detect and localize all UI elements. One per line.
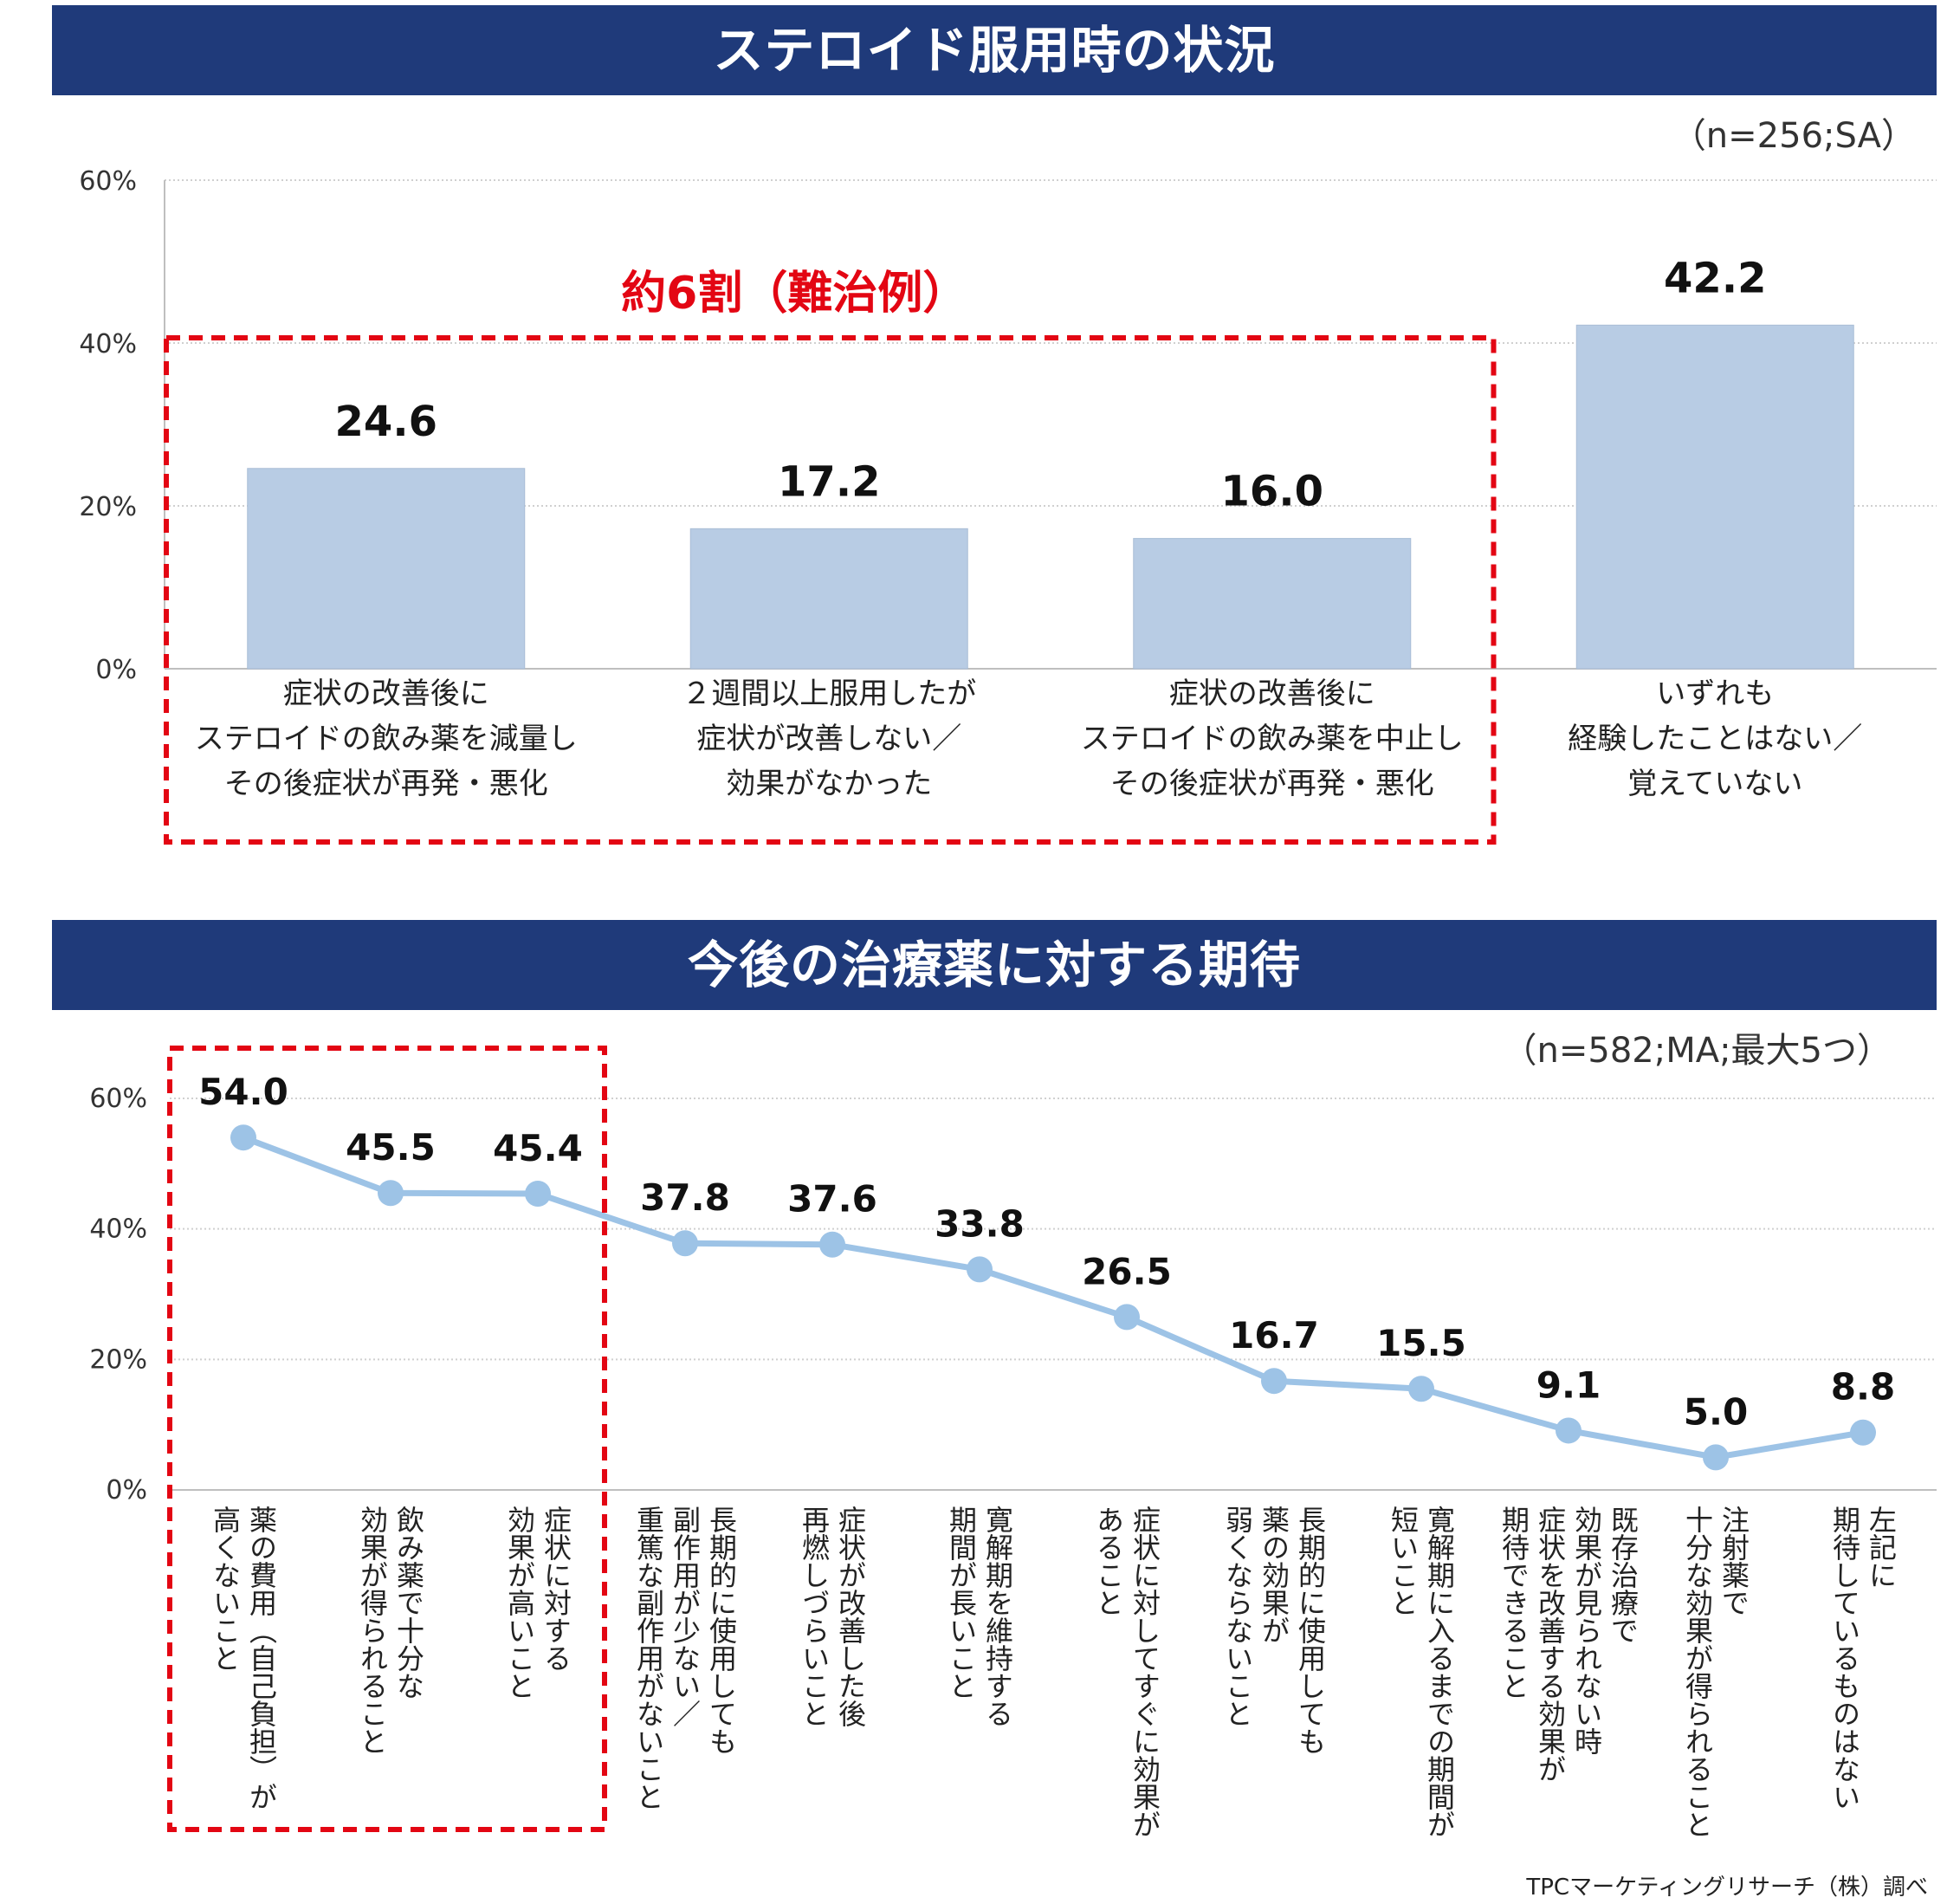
data-label: 9.1 [1536, 1363, 1601, 1406]
data-label: 45.5 [346, 1126, 436, 1169]
bar [247, 468, 526, 670]
y-tick-label: 0% [106, 1475, 147, 1506]
category-label-line: 覚えていない [1627, 767, 1802, 801]
data-point [230, 1124, 256, 1151]
category-label-line: 左記に [1865, 1506, 1898, 1589]
category-label-line: 注射薬で [1717, 1506, 1750, 1616]
category-label-line: 長期的に使用しても [1294, 1506, 1327, 1755]
data-label: 16.7 [1229, 1314, 1319, 1357]
category-label-line: 短いこと [1387, 1506, 1420, 1616]
chart2-sample-note: （n=582;MA;最大5つ） [1502, 1031, 1892, 1071]
category-label-line: ステロイドの飲み薬を中止し [1081, 722, 1464, 756]
category-label-line: 再燃しづらいこと [798, 1506, 831, 1727]
category-label-line: 症状の改善後に [283, 677, 489, 711]
data-point [525, 1180, 551, 1207]
category-label-line: 効果が得られること [356, 1506, 389, 1755]
category-label-line: 飲み薬で十分な [392, 1506, 425, 1700]
data-point [1408, 1376, 1434, 1402]
y-tick-label: 40% [79, 329, 137, 359]
category-label-line: 効果がなかった [726, 767, 932, 801]
category-label-line: 症状の改善後に [1169, 677, 1375, 711]
category-label-line: その後症状が再発・悪化 [224, 767, 548, 801]
y-tick-label: 20% [79, 492, 137, 522]
data-label: 16.0 [1221, 468, 1323, 516]
category-label-line: 期間が長いこと [945, 1506, 978, 1700]
data-label: 15.5 [1376, 1322, 1466, 1364]
category-label-line: 症状を改善する効果が [1534, 1506, 1567, 1783]
category-label-line: 効果が見られない時 [1570, 1506, 1603, 1755]
category-label-line: 十分な効果が得られること [1681, 1506, 1714, 1838]
category-label-line: 重篤な副作用がないこと [632, 1506, 665, 1810]
data-label: 24.6 [335, 398, 437, 446]
source-credit: TPCマーケティングリサーチ（株）調べ [1526, 1875, 1928, 1901]
data-label: 33.8 [935, 1202, 1025, 1245]
category-label-line: 期待しているものはない [1828, 1506, 1861, 1810]
category-label-line: あること [1092, 1506, 1125, 1616]
data-point [1850, 1419, 1876, 1446]
bar [689, 528, 968, 670]
category-label-line: 経験したことはない／ [1568, 722, 1862, 756]
category-label-line: ステロイドの飲み薬を減量し [195, 722, 578, 756]
data-label: 54.0 [198, 1071, 288, 1113]
category-label-line: 効果が高いこと [503, 1506, 536, 1700]
y-tick-label: 60% [79, 166, 137, 197]
y-tick-label: 20% [89, 1344, 147, 1375]
y-tick-label: 40% [89, 1214, 147, 1245]
data-label: 5.0 [1684, 1390, 1748, 1433]
data-point [819, 1231, 845, 1258]
data-point [672, 1230, 698, 1257]
category-label-line: いずれも [1656, 677, 1774, 711]
data-point [1556, 1417, 1582, 1444]
chart2-title: 今後の治療薬に対する期待 [687, 936, 1301, 994]
data-label: 37.6 [787, 1178, 877, 1221]
category-label-line: 既存治療で [1607, 1506, 1640, 1644]
category-label-line: 長期的に使用しても [705, 1506, 738, 1755]
data-point [967, 1256, 993, 1283]
data-point [1114, 1304, 1140, 1331]
data-point [1703, 1444, 1729, 1471]
data-point [1261, 1368, 1287, 1395]
category-label-line: 寛解期を維持する [981, 1506, 1014, 1727]
category-label-line: 症状に対してすぐに効果が [1129, 1506, 1161, 1838]
category-label-line: 弱くならないこと [1221, 1506, 1254, 1727]
data-point [378, 1180, 404, 1207]
bar [1575, 324, 1854, 670]
data-label: 42.2 [1664, 254, 1766, 302]
bar-chart: 0%20%40%60%24.6症状の改善後にステロイドの飲み薬を減量しその後症状… [79, 166, 1937, 845]
data-label: 8.8 [1831, 1366, 1895, 1409]
data-label: 45.4 [493, 1127, 583, 1169]
category-label-line: ２週間以上服用したが [682, 677, 976, 711]
series-line [242, 1134, 1864, 1460]
data-label: 37.8 [640, 1176, 730, 1219]
category-label-line: その後症状が再発・悪化 [1110, 767, 1434, 801]
category-label-line: 薬の効果が [1258, 1506, 1290, 1644]
chart1-title: ステロイド服用時の状況 [713, 21, 1276, 80]
chart2-title-banner: 今後の治療薬に対する期待 [52, 920, 1937, 1010]
chart1-sample-note: （n=256;SA） [1671, 116, 1916, 156]
data-label: 17.2 [778, 457, 880, 506]
category-label-line: 症状が改善した後 [834, 1506, 867, 1727]
chart1-title-banner: ステロイド服用時の状況 [52, 5, 1937, 95]
bar [1133, 538, 1412, 670]
category-label-line: 症状が改善しない／ [696, 722, 961, 756]
category-label-line: 症状に対する [540, 1506, 572, 1672]
category-label-line: 薬の費用（自己負担）が [245, 1506, 278, 1810]
highlight-box [164, 335, 1497, 845]
category-label-line: 高くないこと [209, 1506, 242, 1672]
y-tick-label: 0% [95, 655, 137, 685]
category-label-line: 寛解期に入るまでの期間が [1423, 1506, 1456, 1838]
callout-label: 約6割（難治例） [621, 268, 967, 320]
data-label: 26.5 [1082, 1250, 1172, 1292]
y-tick-label: 60% [89, 1084, 147, 1114]
category-label-line: 期待できること [1497, 1506, 1530, 1700]
category-label-line: 副作用が少ない／ [669, 1506, 702, 1727]
